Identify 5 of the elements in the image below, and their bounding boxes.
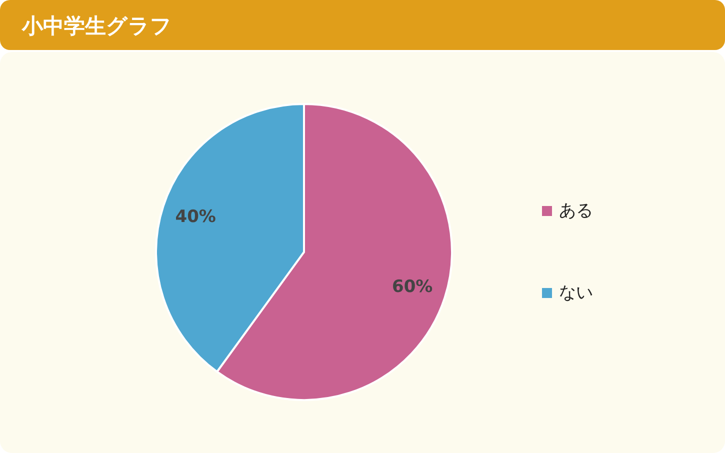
chart-title: 小中学生グラフ bbox=[21, 14, 172, 38]
legend-label: ある bbox=[559, 201, 593, 221]
data-label: 60% bbox=[392, 277, 433, 298]
data-label: 40% bbox=[175, 206, 216, 227]
legend-label: ない bbox=[559, 283, 593, 303]
